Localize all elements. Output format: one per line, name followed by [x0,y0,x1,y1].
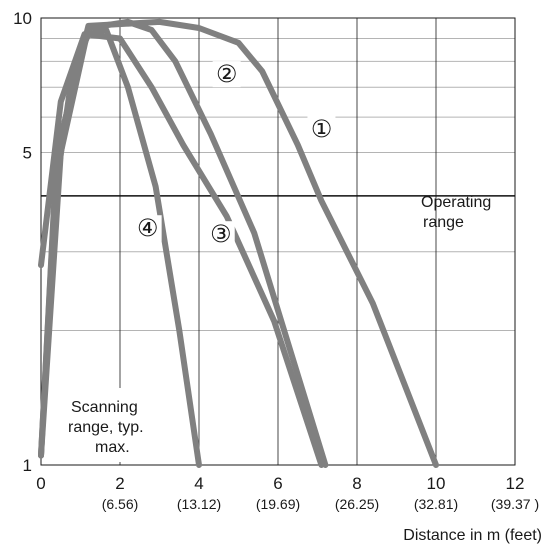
curve-label-4: ④ [137,215,159,242]
x-tick-label: 6 [273,474,282,493]
x-tick-label: 10 [427,474,446,493]
x-tick-sublabel: (19.69) [256,496,300,512]
curve-2 [38,18,329,468]
operating-range-label: range [423,214,464,231]
x-tick-sublabel: (26.25) [335,496,379,512]
curve-label-background [206,221,235,248]
x-tick-label: 2 [115,474,124,493]
operating-range-label: Operating [421,194,491,211]
x-tick-label: 12 [506,474,525,493]
scanning-range-annotation: Scanning [71,399,138,416]
x-tick-sublabel: (32.81) [414,496,458,512]
scanning-range-annotation: max. [95,439,130,456]
x-tick-sublabel: (39.37 ) [491,496,539,512]
curve-label-background [133,215,162,242]
curve-label-background [307,116,336,143]
annotation-background [60,388,168,462]
x-tick-sublabel: (13.12) [177,496,221,512]
scanning-range-annotation: range, typ. [68,419,144,436]
x-tick-label: 0 [36,474,45,493]
x-tick-sublabel: (6.56) [102,496,139,512]
y-tick-label: 5 [23,144,32,163]
curve-4 [38,27,202,468]
curve-label-2: ② [216,61,238,88]
x-tick-label: 4 [194,474,203,493]
y-tick-label: 1 [23,456,32,475]
curve-label-background [212,61,241,88]
y-tick-label: 10 [13,9,32,28]
x-tick-label: 8 [352,474,361,493]
curve-label-3: ③ [210,221,232,248]
x-axis-label: Distance in m (feet) [403,527,542,544]
curve-label-1: ① [311,116,333,143]
